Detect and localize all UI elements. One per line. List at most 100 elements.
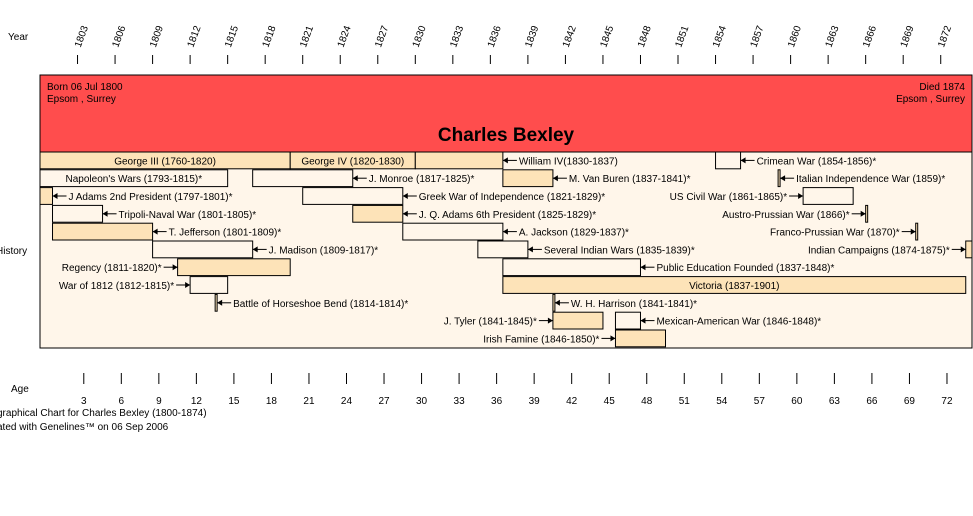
event-label: Indian Campaigns (1874-1875)* (808, 245, 950, 256)
event-label: Public Education Founded (1837-1848)* (656, 263, 834, 274)
age-tick-label: 57 (754, 396, 766, 407)
event-item: J. Tyler (1841-1845)* (444, 311, 604, 330)
year-tick-label: 1851 (673, 24, 691, 49)
event-arrowhead (554, 299, 560, 306)
year-tick-label: 1815 (223, 24, 241, 49)
event-item: J. Monroe (1817-1825)* (252, 169, 475, 188)
event-item: Austro-Prussian War (1866)* (722, 204, 869, 223)
year-tick-label: 1827 (373, 24, 391, 49)
event-arrowhead (960, 246, 966, 253)
age-axis-label: Age (11, 384, 29, 395)
event-arrowhead (552, 175, 558, 182)
event-arrowhead (172, 264, 178, 271)
event-item: Mexican-American War (1846-1848)* (614, 311, 821, 330)
age-axis: Age 3 6 9 12 15 18 21 24 27 30 33 36 39 42 45 48 51 54 57 6… (11, 373, 953, 407)
event-item: Several Indian Wars (1835-1839)* (477, 240, 695, 259)
event-arrowhead (547, 317, 553, 324)
event-label: Battle of Horseshoe Bend (1814-1814)* (233, 299, 408, 310)
year-tick-label: 1812 (186, 24, 204, 49)
year-tick-label: 1863 (824, 24, 842, 49)
event-bar (802, 187, 854, 205)
event-bar (915, 222, 919, 241)
age-tick-label: 42 (566, 396, 578, 407)
event-label: William IV(1830-1837) (519, 156, 618, 167)
event-item: US Civil War (1861-1865)* (670, 187, 854, 205)
event-arrowhead (402, 210, 408, 217)
event-bar (177, 258, 291, 277)
event-item: George IV (1820-1830) (289, 151, 416, 170)
age-tick-label: 18 (266, 396, 278, 407)
event-bar (39, 187, 54, 205)
age-tick-label: 30 (416, 396, 428, 407)
age-tick-label: 60 (791, 396, 803, 407)
event-item: A. Jackson (1829-1837)* (402, 222, 629, 241)
event-bar (502, 276, 967, 294)
year-tick-label: 1821 (298, 24, 316, 49)
event-label: George IV (1820-1830) (301, 156, 404, 167)
history-events: George III (1760-1820) George IV (1820-18… (39, 151, 973, 348)
event-arrowhead (610, 335, 616, 342)
event-bar (152, 240, 254, 259)
death-date-text: Died 1874 (919, 82, 965, 93)
person-header-bar (39, 74, 973, 153)
event-item: Victoria (1837-1901) (502, 276, 967, 294)
event-item: William IV(1830-1837) (414, 151, 618, 170)
year-tick-label: 1839 (523, 24, 541, 49)
event-label: J. Q. Adams 6th President (1825-1829)* (419, 210, 596, 221)
event-bar (777, 169, 781, 188)
event-label: US Civil War (1861-1865)* (670, 192, 788, 203)
event-bar (965, 240, 973, 259)
event-item: J Adams 2nd President (1797-1801)* (39, 187, 233, 205)
event-bar (552, 293, 556, 312)
year-tick-label: 1824 (336, 24, 354, 49)
age-tick-label: 63 (829, 396, 841, 407)
footer-caption: graphical Chart for Charles Bexley (1800… (0, 408, 207, 419)
event-label: Italian Independence War (1859)* (796, 174, 945, 185)
year-tick-label: 1872 (936, 24, 954, 49)
event-arrowhead (910, 228, 916, 235)
event-item: Indian Campaigns (1874-1875)* (808, 240, 973, 259)
event-item: Irish Famine (1846-1850)* (483, 329, 667, 348)
year-tick-label: 1803 (73, 24, 91, 49)
event-bar (302, 187, 404, 205)
event-bar (252, 169, 354, 188)
event-label: War of 1812 (1812-1815)* (59, 281, 174, 292)
age-tick-label: 69 (904, 396, 916, 407)
event-label: J. Monroe (1817-1825)* (369, 174, 475, 185)
event-bar (477, 240, 529, 259)
year-tick-label: 1869 (899, 24, 917, 49)
event-label: Regency (1811-1820)* (62, 263, 162, 274)
event-bar (214, 293, 218, 312)
year-tick-label: 1866 (861, 24, 879, 49)
event-bar (614, 329, 667, 348)
age-tick-label: 51 (679, 396, 691, 407)
event-label: J. Madison (1809-1817)* (269, 245, 379, 256)
event-arrowhead (640, 264, 646, 271)
event-label: W. H. Harrison (1841-1841)* (571, 299, 697, 310)
event-label: Victoria (1837-1901) (689, 281, 779, 292)
event-arrowhead (217, 299, 223, 306)
event-arrowhead (527, 246, 533, 253)
event-label: Mexican-American War (1846-1848)* (656, 317, 821, 328)
age-tick-label: 54 (716, 396, 728, 407)
event-arrowhead (102, 210, 108, 217)
year-tick-label: 1860 (786, 24, 804, 49)
event-arrowhead (502, 157, 508, 164)
year-tick-label: 1854 (711, 24, 729, 49)
birth-date-text: Born 06 Jul 1800 (47, 82, 123, 93)
event-label: Franco-Prussian War (1870)* (770, 228, 900, 239)
event-label: George III (1760-1820) (114, 156, 216, 167)
year-tick-label: 1848 (636, 24, 654, 49)
event-label: J Adams 2nd President (1797-1801)* (69, 192, 233, 203)
event-item: War of 1812 (1812-1815)* (59, 276, 229, 294)
year-tick-label: 1836 (486, 24, 504, 49)
year-tick-label: 1806 (111, 24, 129, 49)
event-item: Crimean War (1854-1856)* (715, 151, 876, 170)
event-item: Battle of Horseshoe Bend (1814-1814)* (214, 293, 408, 312)
age-tick-label: 45 (604, 396, 616, 407)
event-arrowhead (798, 193, 804, 199)
event-label: Several Indian Wars (1835-1839)* (544, 245, 695, 256)
event-bar (52, 222, 154, 241)
age-tick-label: 24 (341, 396, 353, 407)
